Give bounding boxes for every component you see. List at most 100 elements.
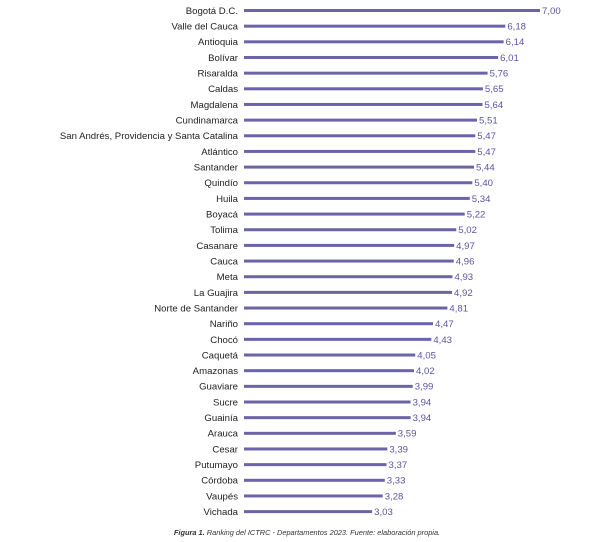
- category-label: Meta: [217, 272, 239, 283]
- bar: [244, 510, 373, 514]
- bar: [244, 337, 432, 341]
- category-label: Huila: [216, 194, 239, 205]
- category-label: Caquetá: [202, 350, 239, 361]
- category-label: Valle del Cauca: [172, 22, 239, 33]
- category-label: Chocó: [210, 335, 238, 346]
- category-label: Córdoba: [201, 476, 238, 487]
- bar: [244, 55, 499, 59]
- value-label: 3,94: [413, 413, 432, 424]
- value-label: 4,47: [435, 319, 454, 330]
- bar: [244, 212, 465, 216]
- category-label: Caldas: [208, 84, 238, 95]
- category-label: Amazonas: [193, 366, 239, 377]
- bar: [244, 478, 385, 482]
- category-label: Nariño: [210, 319, 238, 330]
- bar: [244, 400, 411, 404]
- bar: [244, 369, 414, 373]
- category-label: Santander: [194, 163, 239, 174]
- category-label: Atlántico: [201, 147, 238, 158]
- bar: [244, 322, 434, 326]
- category-label: Bolívar: [208, 53, 239, 64]
- category-label: La Guajira: [194, 288, 239, 299]
- category-label: Putumayo: [195, 460, 238, 471]
- bar: [244, 181, 473, 185]
- bar: [244, 463, 387, 467]
- bar: [244, 71, 488, 75]
- value-label: 4,05: [417, 350, 436, 361]
- value-label: 5,51: [479, 116, 498, 127]
- bar: [244, 134, 476, 138]
- bar: [244, 243, 455, 247]
- category-label: Quindío: [204, 178, 238, 189]
- category-label: Risaralda: [197, 69, 238, 80]
- value-label: 3,94: [413, 397, 432, 408]
- category-label: Magdalena: [191, 100, 239, 111]
- category-label: Norte de Santander: [154, 303, 239, 314]
- ranking-bar-chart: Bogotá D.C. 7,00 Valle del Cauca 6,18 Antioq…: [60, 6, 561, 518]
- value-label: 6,18: [507, 22, 526, 33]
- bar: [244, 228, 457, 232]
- value-label: 4,81: [449, 303, 468, 314]
- value-label: 5,34: [472, 194, 491, 205]
- value-label: 3,59: [398, 429, 417, 440]
- bar: [244, 196, 470, 200]
- bar: [244, 431, 396, 435]
- category-label: Vichada: [204, 507, 239, 518]
- value-label: 6,01: [500, 53, 519, 64]
- bar: [244, 290, 453, 294]
- value-label: 4,97: [456, 241, 475, 252]
- category-label: Antioquia: [198, 37, 239, 48]
- category-label: Tolima: [210, 225, 238, 236]
- category-label: Guainía: [204, 413, 238, 424]
- category-label: Arauca: [208, 429, 239, 440]
- value-label: 4,92: [454, 288, 473, 299]
- value-label: 7,00: [542, 6, 561, 17]
- value-label: 5,76: [490, 69, 509, 80]
- value-label: 5,47: [477, 131, 496, 142]
- figure-number: Figura 1.: [173, 528, 205, 537]
- value-label: 4,43: [433, 335, 452, 346]
- value-label: 4,02: [416, 366, 435, 377]
- value-label: 3,03: [374, 507, 393, 518]
- value-label: 5,64: [484, 100, 503, 111]
- value-label: 3,99: [415, 382, 434, 393]
- bar: [244, 353, 416, 357]
- value-label: 5,02: [458, 225, 477, 236]
- bar: [244, 384, 413, 388]
- value-label: 4,96: [456, 256, 475, 267]
- bar: [244, 259, 454, 263]
- value-label: 5,22: [467, 209, 486, 220]
- bar: [244, 118, 477, 122]
- value-label: 5,65: [485, 84, 504, 95]
- category-label: Boyacá: [206, 209, 239, 220]
- bar: [244, 494, 383, 498]
- bar: [244, 306, 448, 310]
- bar: [244, 24, 506, 28]
- bar: [244, 165, 475, 169]
- value-label: 5,44: [476, 163, 495, 174]
- category-label: Bogotá D.C.: [186, 6, 238, 17]
- value-label: 3,37: [389, 460, 408, 471]
- category-label: Guaviare: [199, 382, 238, 393]
- category-label: Cauca: [210, 256, 238, 267]
- category-label: Cesar: [212, 444, 238, 455]
- value-label: 3,28: [385, 491, 404, 502]
- figure-caption: Figura 1. Ranking del ICTRC - Departamen…: [0, 528, 614, 537]
- category-label: Sucre: [213, 397, 238, 408]
- value-label: 4,93: [454, 272, 473, 283]
- value-label: 5,47: [477, 147, 496, 158]
- figure-caption-text: Ranking del ICTRC - Departamentos 2023. …: [206, 528, 441, 537]
- bar: [244, 275, 453, 279]
- category-label: Vaupés: [206, 491, 238, 502]
- bar: [244, 447, 388, 451]
- category-label: San Andrés, Providencia y Santa Catalina: [60, 131, 239, 142]
- value-label: 3,39: [389, 444, 408, 455]
- value-label: 5,40: [474, 178, 493, 189]
- bar: [244, 87, 483, 91]
- category-label: Casanare: [196, 241, 238, 252]
- bar: [244, 149, 476, 153]
- bar: [244, 40, 504, 44]
- value-label: 6,14: [506, 37, 525, 48]
- bar: [244, 102, 483, 106]
- bar: [244, 416, 411, 420]
